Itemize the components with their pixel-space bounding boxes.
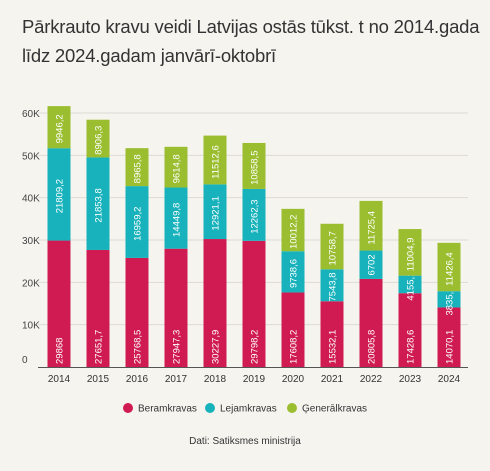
data-label: 7543,8 bbox=[328, 272, 339, 301]
data-label: 9946,2 bbox=[55, 114, 66, 143]
bar-segment-beramkravas bbox=[398, 293, 422, 367]
data-label: 21809,2 bbox=[55, 179, 66, 213]
data-label: 9614,8 bbox=[172, 154, 183, 183]
bar-segment-generalkravas bbox=[320, 223, 344, 270]
bar-segment-lejamkravas bbox=[164, 187, 188, 249]
x-tick-label: 2015 bbox=[87, 374, 110, 385]
data-label: 21853,8 bbox=[94, 188, 105, 222]
x-tick-label: 2018 bbox=[204, 374, 227, 385]
bar-segment-lejamkravas bbox=[47, 148, 71, 241]
y-tick-label: 10K bbox=[22, 321, 40, 332]
bar-segment-generalkravas bbox=[47, 106, 71, 149]
data-label: 27947,3 bbox=[172, 330, 183, 364]
legend-label: Beramkravas bbox=[138, 404, 197, 415]
data-label: 4155,1 bbox=[406, 272, 417, 301]
bar-segment-generalkravas bbox=[398, 229, 422, 276]
x-tick-label: 2023 bbox=[399, 374, 422, 385]
data-label: 12921,1 bbox=[211, 196, 222, 230]
data-label: 15532,1 bbox=[328, 330, 339, 364]
legend-marker-generalkravas bbox=[287, 403, 297, 413]
y-tick-label: 60K bbox=[22, 109, 40, 120]
data-label: 12262,3 bbox=[250, 199, 261, 233]
chart-title: Pārkrauto kravu veidi Latvijas ostās tūk… bbox=[22, 16, 480, 66]
data-label: 11725,4 bbox=[367, 211, 378, 245]
data-label: 29868 bbox=[55, 338, 66, 364]
legend-label: Ģenerālkravas bbox=[302, 404, 367, 415]
data-label: 14449,8 bbox=[172, 203, 183, 237]
bar-segment-lejamkravas bbox=[86, 157, 110, 250]
data-label: 10758,7 bbox=[328, 231, 339, 265]
y-tick-label: 40K bbox=[22, 194, 40, 205]
data-label: 10858,5 bbox=[250, 151, 261, 185]
bar-segment-beramkravas bbox=[437, 307, 461, 367]
source-note: Dati: Satiksmes ministrija bbox=[189, 436, 301, 447]
bar-segment-beramkravas bbox=[47, 240, 71, 367]
data-label: 6702 bbox=[367, 254, 378, 275]
x-tick-label: 2019 bbox=[243, 374, 266, 385]
bar-segment-lejamkravas bbox=[242, 188, 266, 241]
x-tick-label: 2016 bbox=[126, 374, 149, 385]
bar-segment-lejamkravas bbox=[320, 269, 344, 302]
bar-segment-generalkravas bbox=[437, 242, 461, 292]
data-label: 11426,4 bbox=[445, 252, 456, 286]
x-tick-label: 2021 bbox=[321, 374, 344, 385]
bar-segment-generalkravas bbox=[86, 119, 110, 158]
bar-segment-lejamkravas bbox=[125, 186, 149, 258]
data-label: 8906,3 bbox=[94, 126, 105, 155]
data-label: 16959,2 bbox=[133, 207, 144, 241]
bar-segment-generalkravas bbox=[203, 135, 227, 185]
data-label: 9738,6 bbox=[289, 259, 300, 288]
legend-label: Lejamkravas bbox=[220, 404, 277, 415]
x-tick-label: 2017 bbox=[165, 374, 188, 385]
bar-segment-lejamkravas bbox=[359, 250, 383, 279]
x-tick-label: 2022 bbox=[360, 374, 383, 385]
y-tick-label: 30K bbox=[22, 236, 40, 247]
bar-segment-generalkravas bbox=[242, 142, 266, 189]
data-label: 11004,9 bbox=[406, 238, 417, 272]
data-label: 10012,2 bbox=[289, 215, 300, 249]
data-label: 17428,6 bbox=[406, 330, 417, 364]
data-label: 11512,6 bbox=[211, 145, 222, 179]
bar-segment-lejamkravas bbox=[437, 291, 461, 308]
bar-segment-beramkravas bbox=[320, 301, 344, 367]
x-tick-label: 2014 bbox=[48, 374, 71, 385]
x-tick-label: 2024 bbox=[438, 374, 461, 385]
y-tick-label: 50K bbox=[22, 151, 40, 162]
bar-segment-generalkravas bbox=[359, 200, 383, 251]
y-tick-label: 20K bbox=[22, 278, 40, 289]
data-label: 30227,9 bbox=[211, 330, 222, 364]
bar-segment-beramkravas bbox=[86, 249, 110, 367]
bar-segment-generalkravas bbox=[281, 208, 305, 252]
data-label: 17608,2 bbox=[289, 330, 300, 364]
data-label: 27651,7 bbox=[94, 330, 105, 364]
data-label: 14070,1 bbox=[445, 330, 456, 364]
data-label: 25768,5 bbox=[133, 330, 144, 364]
bar-segment-beramkravas bbox=[164, 248, 188, 367]
bar-segment-beramkravas bbox=[125, 257, 149, 367]
bar-segment-beramkravas bbox=[203, 239, 227, 367]
y-tick-label: 0 bbox=[22, 355, 28, 366]
data-label: 20805,8 bbox=[367, 330, 378, 364]
bar-segment-lejamkravas bbox=[398, 275, 422, 294]
bar-segment-generalkravas bbox=[125, 148, 149, 187]
bar-segment-lejamkravas bbox=[281, 251, 305, 293]
bar-segment-beramkravas bbox=[281, 292, 305, 367]
x-tick-label: 2020 bbox=[282, 374, 305, 385]
bar-segment-generalkravas bbox=[164, 146, 188, 188]
bar-segment-beramkravas bbox=[359, 278, 383, 367]
legend-marker-lejamkravas bbox=[205, 403, 215, 413]
data-label: 29798,2 bbox=[250, 330, 261, 364]
bar-segment-beramkravas bbox=[242, 240, 266, 367]
data-label: 3835,3 bbox=[445, 286, 456, 315]
legend-marker-beramkravas bbox=[123, 403, 133, 413]
data-label: 8965,8 bbox=[133, 154, 144, 183]
bar-segment-lejamkravas bbox=[203, 184, 227, 240]
